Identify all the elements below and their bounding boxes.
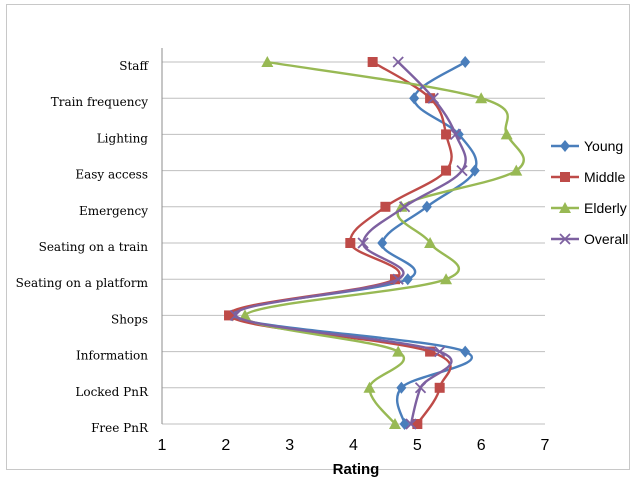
category-label: Train frequency: [51, 95, 149, 109]
legend-swatch-marker: [559, 233, 571, 245]
data-point-young: [421, 200, 432, 213]
category-label: Shops: [111, 312, 148, 326]
legend-label: Overall: [584, 231, 628, 247]
legend-swatch-marker: [560, 172, 570, 182]
category-label: Lighting: [97, 131, 149, 145]
data-point-overall: [398, 201, 411, 213]
x-tick-label: 4: [349, 437, 358, 454]
data-point-overall: [229, 309, 242, 322]
x-tick-label: 3: [285, 437, 294, 454]
chart-frame: [6, 4, 630, 470]
data-point-middle: [380, 201, 391, 212]
data-point-overall: [427, 92, 439, 104]
data-point-overall: [392, 56, 404, 68]
x-tick-label: 7: [541, 437, 550, 454]
x-tick-label: 5: [413, 437, 422, 454]
legend-label: Young: [584, 138, 623, 154]
data-point-middle: [224, 310, 235, 321]
legend-item-middle: Middle: [551, 169, 625, 185]
data-point-young: [469, 164, 480, 177]
data-point-young: [460, 345, 471, 358]
series-elderly: [238, 56, 525, 429]
x-axis-title: Rating: [333, 461, 380, 478]
data-point-elderly: [363, 381, 376, 393]
data-point-middle: [441, 129, 452, 140]
series-overall: [229, 56, 468, 430]
category-label: Information: [76, 349, 148, 363]
category-label: Locked PnR: [75, 385, 149, 399]
x-tick-label: 6: [477, 437, 486, 454]
series-lines: [224, 56, 525, 430]
legend-label: Middle: [584, 169, 625, 185]
category-label: Emergency: [79, 204, 148, 218]
x-axis: 1 2 3 4 5 6 7: [158, 48, 550, 454]
legend-item-young: Young: [551, 138, 623, 154]
legend-swatch-marker: [559, 202, 571, 213]
data-point-elderly: [238, 309, 251, 321]
legend: Young Middle Elderly Overall: [551, 138, 628, 247]
data-point-elderly: [395, 200, 408, 212]
data-point-elderly: [424, 237, 437, 248]
data-point-overall: [414, 382, 427, 394]
data-point-young: [460, 56, 471, 68]
x-tick-label: 2: [221, 437, 230, 454]
data-point-young: [396, 381, 407, 394]
category-label: Staff: [119, 59, 149, 73]
data-point-overall: [357, 237, 369, 249]
legend-label: Elderly: [584, 200, 627, 216]
data-point-middle: [425, 93, 436, 104]
category-label: Free PnR: [91, 421, 149, 435]
data-point-elderly: [261, 56, 274, 67]
category-label: Seating on a train: [39, 240, 149, 254]
data-point-elderly: [440, 273, 453, 285]
data-point-elderly: [475, 92, 488, 104]
data-point-elderly: [388, 418, 401, 429]
data-point-overall: [392, 273, 404, 285]
series-middle: [224, 57, 453, 429]
legend-item-overall: Overall: [551, 231, 628, 247]
data-point-middle: [425, 346, 436, 357]
data-point-middle: [345, 238, 356, 248]
data-point-middle: [434, 382, 445, 393]
data-point-young: [377, 237, 388, 249]
data-point-overall: [456, 164, 468, 177]
data-point-middle: [441, 165, 452, 176]
data-point-middle: [412, 419, 423, 429]
category-label: Easy access: [75, 168, 148, 182]
data-point-overall: [434, 345, 446, 358]
data-point-middle: [367, 57, 378, 67]
data-point-elderly: [500, 128, 513, 140]
data-point-young: [399, 418, 410, 430]
data-point-elderly: [510, 164, 523, 176]
data-point-overall: [405, 418, 417, 430]
data-point-young: [409, 92, 420, 105]
data-point-overall: [449, 128, 462, 141]
category-label: Seating on a platform: [16, 276, 149, 290]
data-point-young: [402, 273, 413, 286]
legend-swatch-marker: [560, 140, 570, 152]
category-labels: Staff Train frequency Lighting Easy access E…: [16, 59, 150, 435]
x-tick-label: 1: [158, 437, 167, 454]
data-point-elderly: [392, 345, 405, 357]
legend-item-elderly: Elderly: [551, 200, 627, 216]
data-point-middle: [389, 274, 400, 285]
